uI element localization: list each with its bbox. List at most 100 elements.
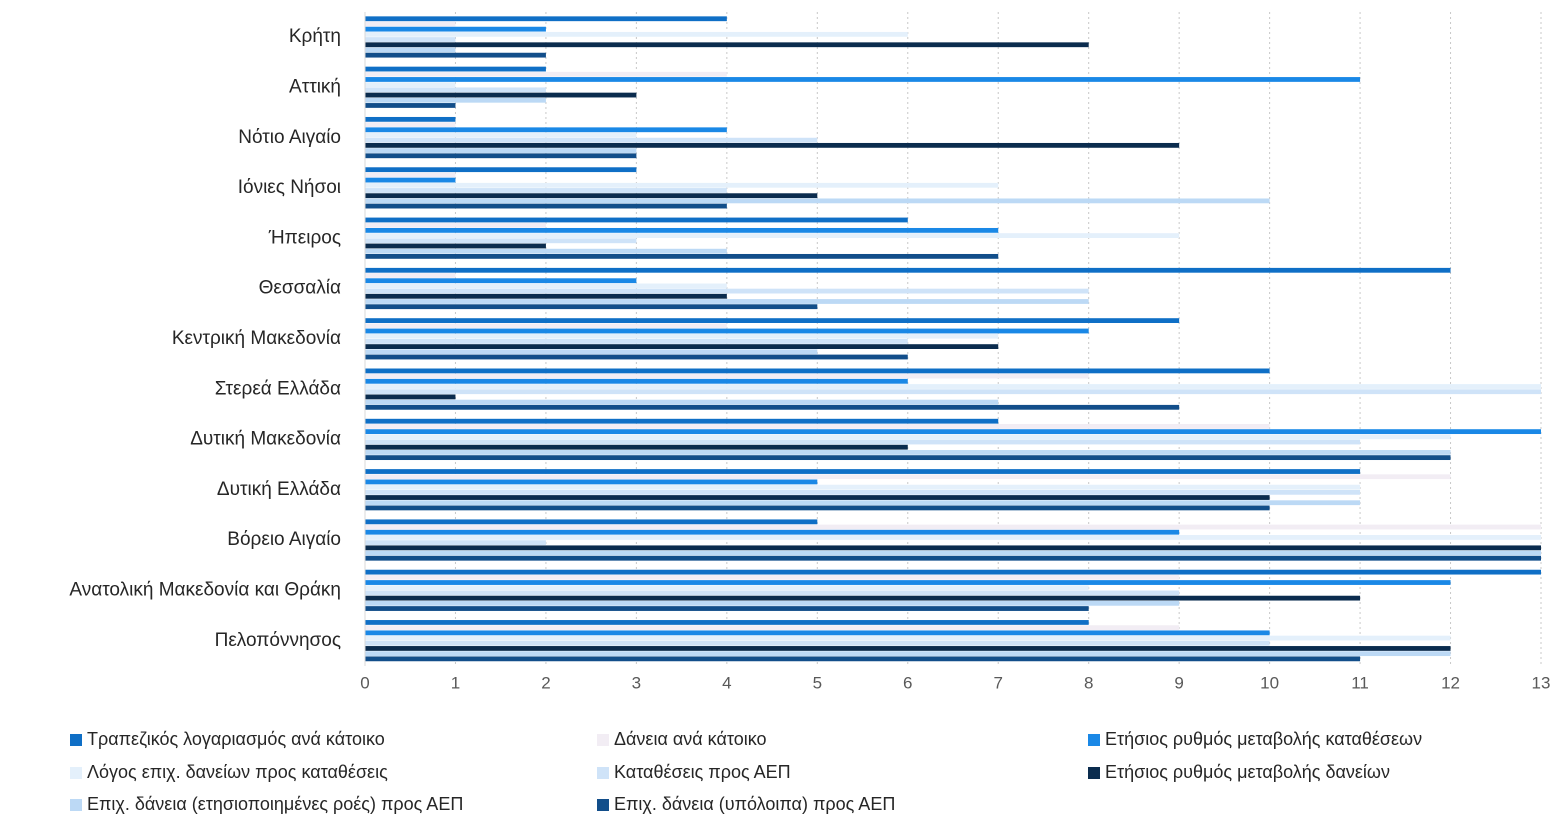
- bar: [365, 248, 727, 254]
- bar: [365, 646, 1451, 651]
- x-tick-label: 2: [541, 673, 550, 692]
- bar: [365, 434, 1451, 440]
- bar: [365, 82, 456, 88]
- bar: [365, 656, 1361, 662]
- x-tick-label: 12: [1441, 673, 1460, 692]
- legend-swatch: [70, 734, 82, 746]
- bar: [365, 394, 456, 400]
- bar: [365, 651, 1451, 657]
- bar: [365, 484, 1361, 490]
- category-label: Δυτική Ελλάδα: [217, 479, 341, 500]
- x-tick-label: 5: [813, 673, 822, 692]
- category-label: Ανατολική Μακεδονία και Θράκη: [69, 580, 341, 601]
- x-tick-label: 11: [1351, 673, 1369, 692]
- legend-label: Τραπεζικός λογαριασμός ανά κάτοικο: [87, 729, 385, 749]
- bar: [365, 222, 546, 228]
- bar: [365, 323, 727, 329]
- legend-label: Ετήσιος ρυθμός μεταβολής καταθέσεων: [1105, 729, 1422, 749]
- category-label: Πελοπόννησος: [215, 630, 341, 651]
- bar: [365, 429, 1541, 435]
- bar: [365, 288, 1089, 294]
- legend-swatch: [597, 734, 609, 746]
- legend-swatch: [1088, 734, 1100, 746]
- bar: [365, 193, 818, 199]
- bar: [365, 378, 908, 384]
- bar: [365, 103, 456, 108]
- bar: [365, 574, 1180, 580]
- x-tick-label: 10: [1260, 673, 1279, 692]
- x-tick-label: 6: [903, 673, 912, 692]
- bar: [365, 132, 637, 138]
- legend-label: Καταθέσεις προς ΑΕΠ: [614, 762, 791, 782]
- bar: [365, 188, 727, 193]
- legend-label: Ετήσιος ρυθμός μεταβολής δανείων: [1105, 762, 1390, 782]
- category-label: Αττική: [289, 76, 341, 97]
- bar: [365, 489, 1361, 495]
- bar: [365, 293, 727, 299]
- bar: [365, 77, 1361, 82]
- bar: [365, 630, 1270, 636]
- bar: [365, 217, 908, 223]
- bar: [365, 580, 1451, 585]
- x-tick-label: 8: [1084, 673, 1093, 692]
- bar: [365, 625, 1180, 631]
- bar: [365, 635, 1451, 641]
- bar: [365, 153, 637, 159]
- bar: [365, 450, 1451, 455]
- x-tick-label: 0: [360, 673, 369, 692]
- bar: [365, 620, 1089, 625]
- bar: [365, 278, 637, 284]
- legend-swatch: [597, 799, 609, 811]
- bar: [365, 569, 1541, 575]
- bar: [365, 127, 727, 133]
- category-label: Στερεά Ελλάδα: [215, 378, 341, 399]
- legend: Τραπεζικός λογαριασμός ανά κάτοικο Δάνεια…: [70, 729, 1422, 814]
- bar: [365, 595, 1361, 601]
- category-label: Βόρειο Αιγαίο: [227, 529, 341, 550]
- bar: [365, 116, 456, 122]
- category-label: Κρήτη: [289, 26, 341, 47]
- bar: [365, 439, 1361, 445]
- x-tick-label: 9: [1174, 673, 1183, 692]
- bar: [365, 505, 1270, 511]
- bar: [365, 283, 727, 289]
- bar: [365, 550, 1541, 556]
- bar: [365, 606, 1089, 611]
- bar: [365, 304, 818, 310]
- bar: [365, 52, 546, 58]
- bar: [365, 535, 1541, 540]
- bar: [365, 142, 1180, 148]
- bar: [365, 418, 999, 424]
- bar: [365, 243, 546, 249]
- category-label: Νότιο Αιγαίο: [238, 127, 341, 148]
- bar: [365, 31, 908, 37]
- bar: [365, 500, 1361, 506]
- bar: [365, 92, 637, 98]
- bar: [365, 203, 727, 209]
- bar: [365, 172, 456, 178]
- bar: [365, 198, 1270, 204]
- bar: [365, 238, 637, 244]
- legend-swatch: [70, 799, 82, 811]
- legend-swatch: [597, 767, 609, 779]
- bar: [365, 389, 1541, 395]
- x-tick-labels: 0 1 2 3 4 5 6 7 8 9 10 11 12 13: [360, 673, 1550, 692]
- x-tick-label: 3: [632, 673, 641, 692]
- bar: [365, 384, 1541, 389]
- legend-swatch: [70, 767, 82, 779]
- bars: [365, 16, 1541, 662]
- legend-label: Επιχ. δάνεια (ετησιοποιημένες ροές) προς…: [87, 794, 463, 814]
- bar: [365, 373, 1089, 379]
- bar: [365, 545, 1541, 551]
- bar: [365, 555, 1541, 561]
- x-tick-label: 1: [451, 673, 460, 692]
- bar: [365, 524, 1541, 530]
- x-tick-label: 7: [993, 673, 1002, 692]
- bar: [365, 368, 1270, 374]
- legend-label: Δάνεια ανά κάτοικο: [614, 729, 767, 749]
- category-label: Ήπειρος: [268, 227, 341, 248]
- bar: [365, 37, 456, 42]
- bar: [365, 182, 999, 188]
- bar: [365, 273, 456, 278]
- bar: [365, 519, 818, 525]
